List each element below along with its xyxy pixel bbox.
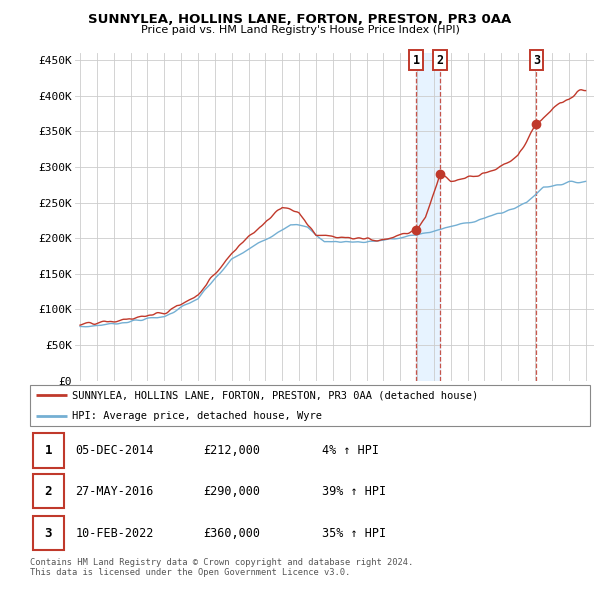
Text: 3: 3: [44, 526, 52, 539]
Text: £290,000: £290,000: [203, 484, 260, 498]
Text: £212,000: £212,000: [203, 444, 260, 457]
FancyBboxPatch shape: [32, 434, 64, 468]
Text: 35% ↑ HPI: 35% ↑ HPI: [322, 526, 386, 539]
Text: 05-DEC-2014: 05-DEC-2014: [75, 444, 154, 457]
Text: Contains HM Land Registry data © Crown copyright and database right 2024.
This d: Contains HM Land Registry data © Crown c…: [30, 558, 413, 577]
Text: HPI: Average price, detached house, Wyre: HPI: Average price, detached house, Wyre: [73, 411, 322, 421]
Text: SUNNYLEA, HOLLINS LANE, FORTON, PRESTON, PR3 0AA (detached house): SUNNYLEA, HOLLINS LANE, FORTON, PRESTON,…: [73, 391, 479, 401]
Text: 10-FEB-2022: 10-FEB-2022: [75, 526, 154, 539]
FancyBboxPatch shape: [32, 516, 64, 550]
FancyBboxPatch shape: [30, 385, 590, 426]
Bar: [416, 53, 440, 381]
Text: 27-MAY-2016: 27-MAY-2016: [75, 484, 154, 498]
FancyBboxPatch shape: [32, 474, 64, 509]
Text: 1: 1: [44, 444, 52, 457]
Text: 2: 2: [44, 484, 52, 498]
Text: 3: 3: [533, 54, 540, 67]
Text: 39% ↑ HPI: 39% ↑ HPI: [322, 484, 386, 498]
Text: £360,000: £360,000: [203, 526, 260, 539]
Text: 4% ↑ HPI: 4% ↑ HPI: [322, 444, 379, 457]
Text: 2: 2: [437, 54, 444, 67]
Text: 1: 1: [413, 54, 420, 67]
Text: SUNNYLEA, HOLLINS LANE, FORTON, PRESTON, PR3 0AA: SUNNYLEA, HOLLINS LANE, FORTON, PRESTON,…: [88, 13, 512, 26]
Text: Price paid vs. HM Land Registry's House Price Index (HPI): Price paid vs. HM Land Registry's House …: [140, 25, 460, 35]
